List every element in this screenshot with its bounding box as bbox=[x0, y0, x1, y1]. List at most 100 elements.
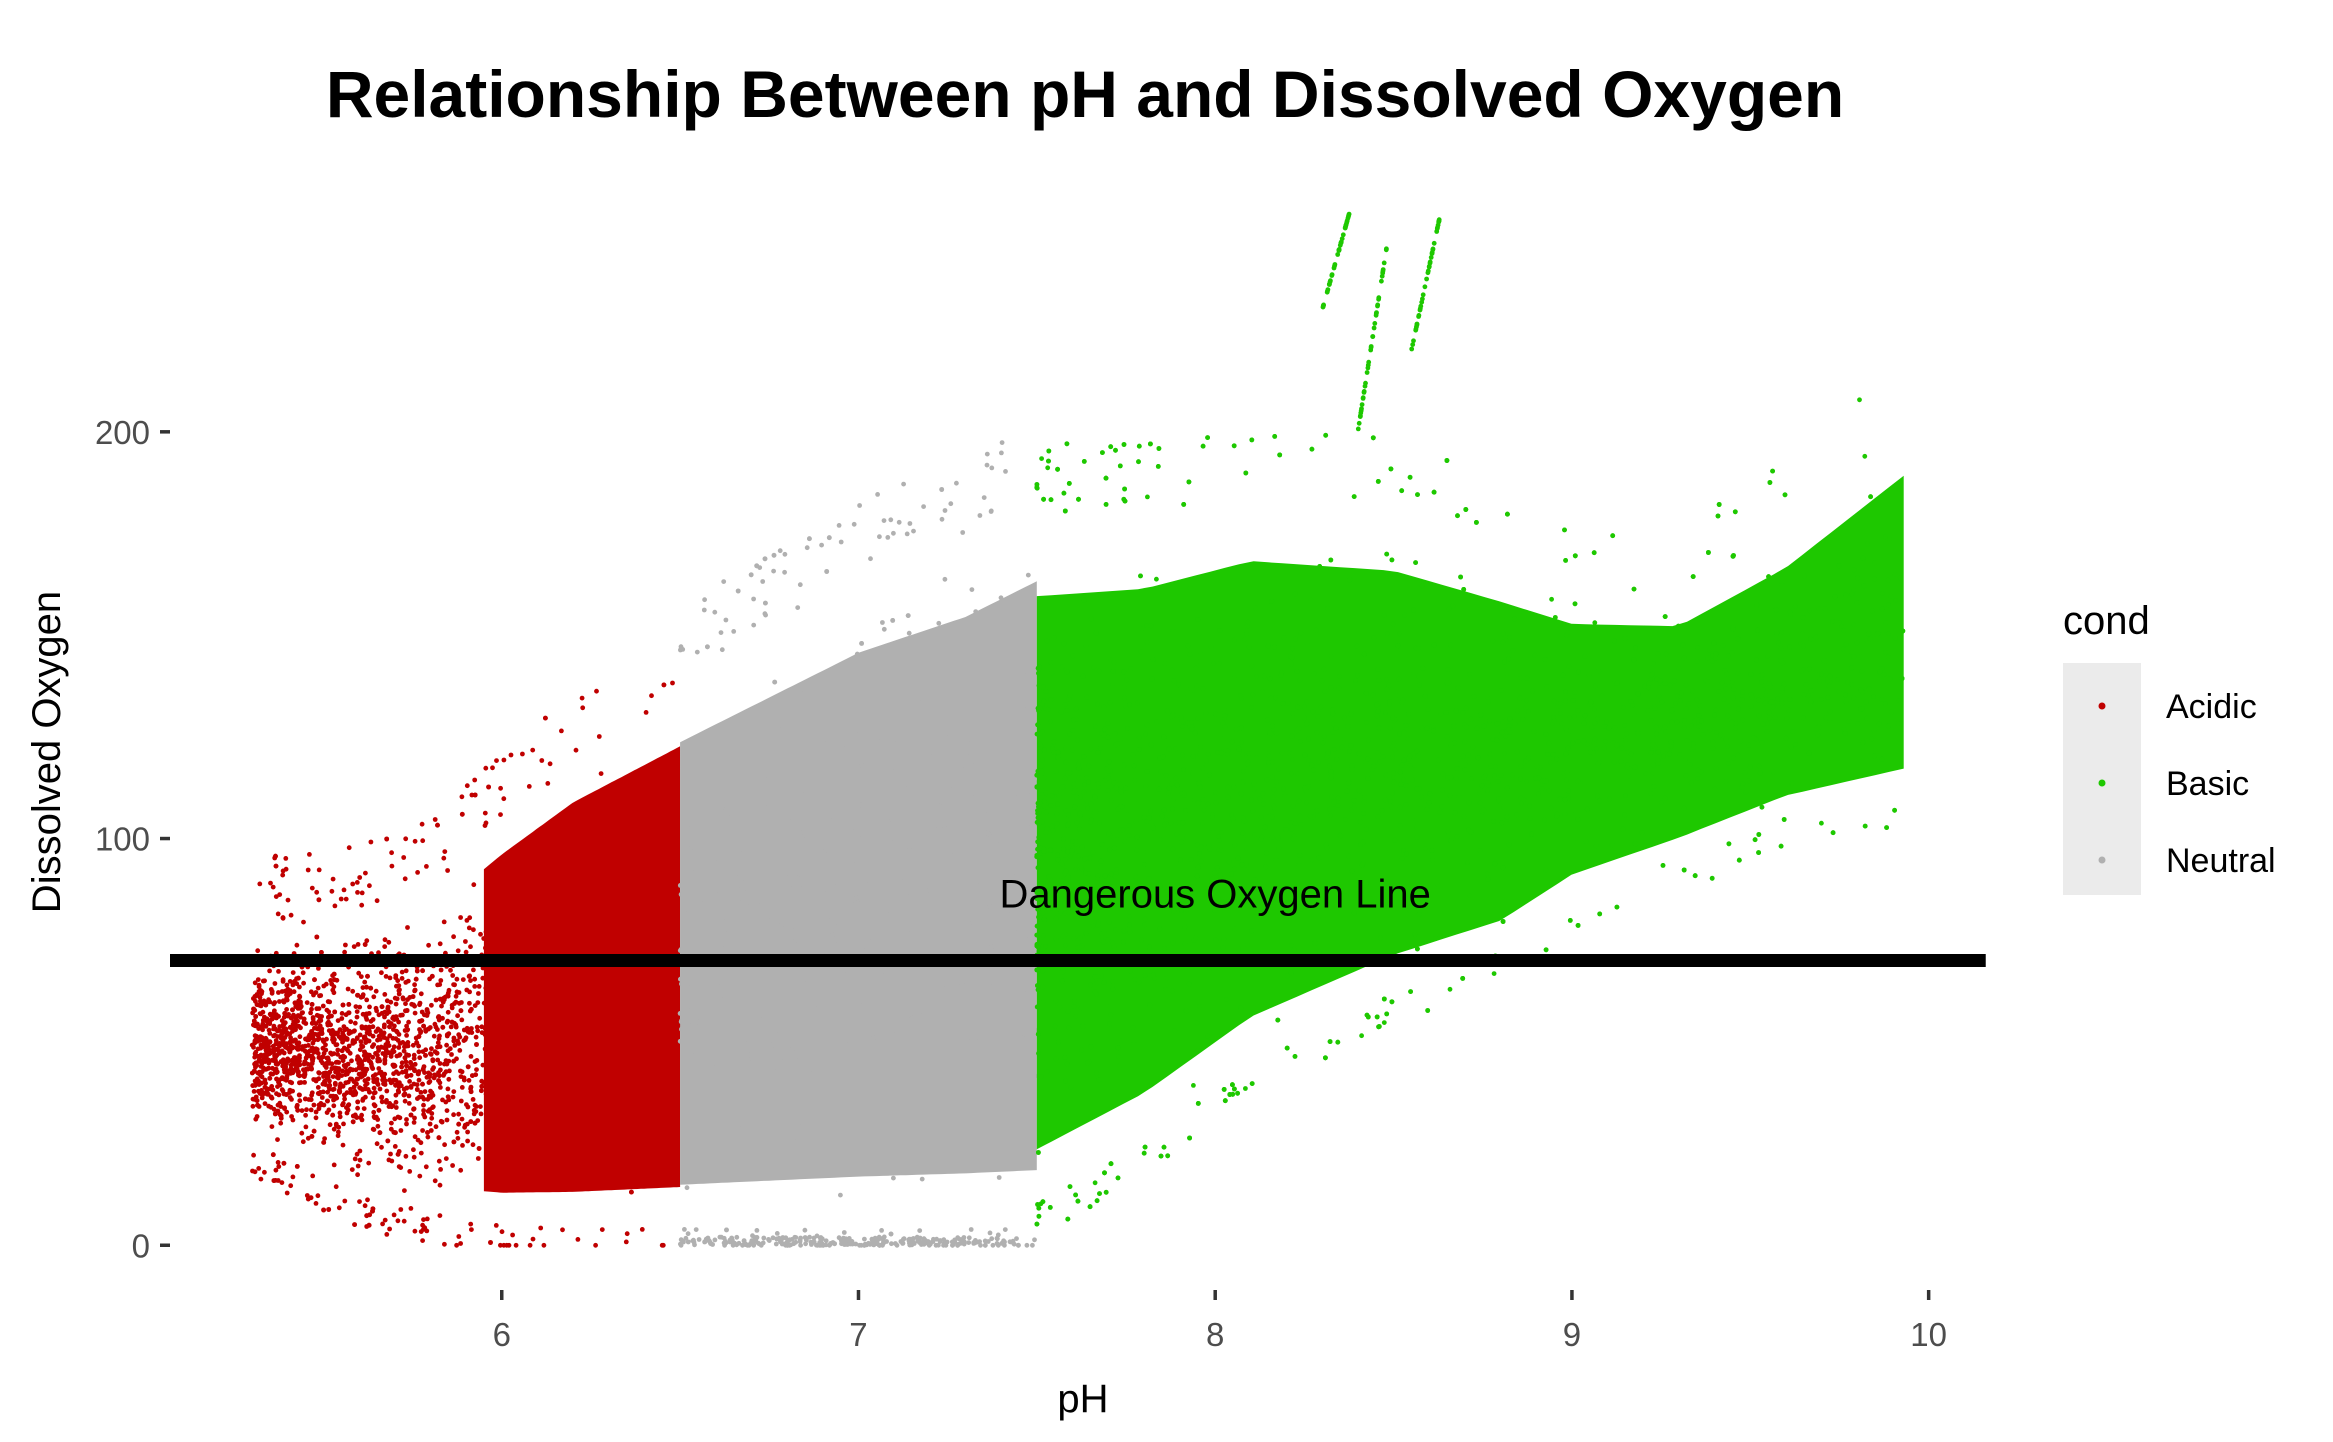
data-point bbox=[317, 993, 322, 999]
data-point bbox=[680, 1003, 686, 1009]
data-point bbox=[733, 1113, 739, 1118]
data-point bbox=[919, 1242, 924, 1247]
data-point bbox=[861, 893, 867, 899]
data-point bbox=[458, 1008, 464, 1014]
data-point bbox=[379, 970, 384, 976]
data-point bbox=[423, 1164, 429, 1170]
data-point bbox=[841, 1230, 847, 1235]
data-point bbox=[803, 864, 808, 870]
data-point bbox=[658, 999, 663, 1005]
data-point bbox=[1018, 829, 1024, 834]
data-point bbox=[281, 1014, 287, 1020]
data-point bbox=[901, 783, 907, 789]
data-point bbox=[365, 973, 370, 979]
data-point bbox=[888, 910, 894, 916]
data-point bbox=[488, 1240, 493, 1245]
data-point bbox=[846, 852, 852, 858]
data-point bbox=[832, 1011, 838, 1016]
data-point bbox=[560, 902, 566, 907]
data-point bbox=[786, 877, 792, 882]
data-point bbox=[373, 1051, 378, 1056]
data-point bbox=[492, 1111, 497, 1117]
data-point bbox=[801, 1054, 806, 1059]
data-point bbox=[950, 1024, 955, 1029]
data-point bbox=[914, 949, 920, 955]
data-point bbox=[444, 1033, 450, 1039]
data-point bbox=[845, 745, 850, 751]
data-point bbox=[382, 944, 388, 949]
data-point bbox=[475, 1028, 481, 1034]
data-point bbox=[899, 972, 905, 978]
data-point bbox=[544, 978, 549, 984]
data-point bbox=[942, 825, 948, 831]
data-point bbox=[485, 997, 491, 1003]
data-point bbox=[400, 996, 406, 1002]
data-point bbox=[769, 915, 775, 920]
data-point bbox=[915, 909, 921, 915]
data-point bbox=[710, 889, 716, 895]
data-point bbox=[835, 705, 841, 711]
data-point bbox=[437, 1061, 443, 1066]
data-point bbox=[295, 1005, 301, 1011]
data-point bbox=[501, 1022, 507, 1028]
data-point bbox=[964, 758, 970, 763]
data-point bbox=[893, 1032, 899, 1038]
data-point bbox=[1535, 847, 1541, 853]
data-point bbox=[639, 940, 645, 945]
data-point bbox=[717, 1010, 723, 1016]
data-point bbox=[835, 891, 841, 896]
data-point bbox=[388, 1053, 394, 1059]
data-point bbox=[330, 1093, 336, 1099]
data-point bbox=[789, 886, 794, 892]
data-point bbox=[359, 1043, 364, 1048]
data-point bbox=[859, 762, 865, 768]
data-point bbox=[1008, 989, 1013, 995]
data-point bbox=[543, 715, 548, 721]
data-point bbox=[993, 906, 999, 912]
data-point bbox=[425, 1096, 431, 1102]
data-point bbox=[806, 823, 811, 828]
data-point bbox=[456, 1121, 462, 1127]
data-point bbox=[688, 981, 694, 987]
data-point bbox=[752, 924, 758, 930]
data-point bbox=[531, 972, 537, 978]
data-point bbox=[692, 843, 698, 848]
data-point bbox=[886, 1030, 891, 1036]
data-point bbox=[466, 1078, 472, 1083]
data-point bbox=[743, 905, 748, 910]
data-point bbox=[280, 915, 286, 921]
data-point bbox=[799, 834, 805, 840]
data-point bbox=[1221, 736, 1227, 741]
data-point bbox=[911, 896, 917, 901]
data-point bbox=[785, 925, 791, 931]
data-point bbox=[999, 920, 1005, 925]
data-point bbox=[393, 1036, 399, 1041]
data-point bbox=[732, 1022, 737, 1028]
data-point bbox=[755, 1025, 761, 1031]
data-point bbox=[866, 926, 871, 931]
data-point bbox=[1243, 1086, 1248, 1091]
data-point bbox=[852, 1063, 857, 1069]
data-point bbox=[698, 822, 704, 828]
data-point bbox=[785, 838, 790, 844]
data-point bbox=[1447, 986, 1453, 992]
data-point bbox=[840, 745, 846, 751]
data-point bbox=[276, 990, 281, 995]
data-point bbox=[432, 1178, 438, 1184]
data-point bbox=[570, 985, 576, 990]
data-point bbox=[975, 866, 980, 872]
data-point bbox=[791, 939, 797, 945]
data-point bbox=[437, 941, 443, 947]
data-point bbox=[391, 1212, 397, 1218]
data-point bbox=[316, 1106, 322, 1112]
data-point bbox=[421, 1102, 426, 1108]
data-point bbox=[921, 999, 926, 1004]
data-point bbox=[908, 763, 914, 769]
data-point bbox=[470, 1142, 476, 1148]
data-point bbox=[550, 1087, 556, 1093]
data-point bbox=[252, 1023, 258, 1028]
data-point bbox=[889, 1241, 894, 1247]
data-point bbox=[379, 1144, 384, 1150]
data-point bbox=[871, 1242, 877, 1248]
data-point bbox=[719, 982, 725, 988]
